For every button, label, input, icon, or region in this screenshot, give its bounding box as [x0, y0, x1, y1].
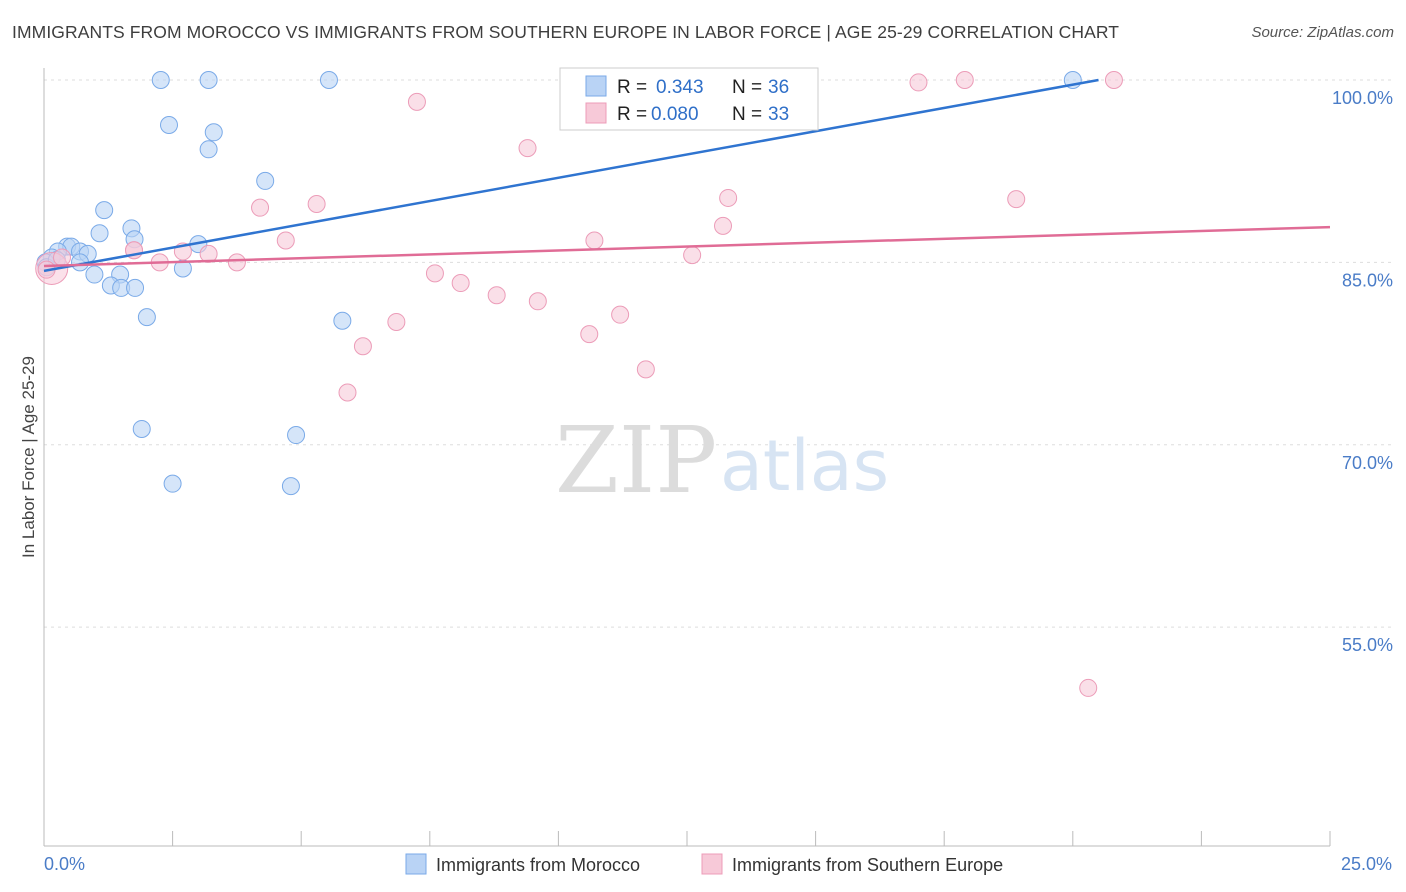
source-credit: Source: ZipAtlas.com — [1251, 24, 1394, 41]
legend-r-label-2: R = — [617, 104, 647, 125]
legend-swatch-morocco — [585, 75, 607, 97]
data-points — [35, 71, 1123, 697]
point-series1-3 — [955, 71, 974, 89]
x-tick-label-max: 25.0% — [1341, 854, 1392, 874]
point-series1-8 — [307, 195, 326, 214]
point-series0-27 — [126, 278, 145, 297]
point-series1-23 — [611, 305, 630, 324]
series-legend-swatch-morocco — [405, 853, 427, 875]
point-series1-6 — [719, 188, 738, 207]
point-series1-29 — [1079, 678, 1098, 697]
point-series1-11 — [276, 231, 295, 250]
gridlines — [44, 79, 1392, 628]
legend-r-value-1: 0.343 — [656, 77, 704, 98]
series-legend: Immigrants from Morocco Immigrants from … — [405, 853, 1003, 875]
point-series0-23 — [85, 265, 104, 284]
point-series0-0 — [151, 71, 170, 89]
series-legend-label-southern-europe: Immigrants from Southern Europe — [732, 855, 1003, 875]
y-tick-labels: 100.0% 85.0% 70.0% 55.0% — [1332, 88, 1393, 655]
legend-swatch-southern-europe — [585, 102, 607, 124]
y-tick-label-0: 100.0% — [1332, 88, 1393, 108]
point-series1-10 — [714, 216, 733, 235]
y-tick-label-3: 55.0% — [1342, 635, 1393, 655]
point-series1-15 — [199, 244, 218, 263]
point-series1-19 — [425, 264, 444, 283]
point-series1-27 — [636, 360, 655, 379]
x-tick-label-min: 0.0% — [44, 854, 85, 874]
legend-n-label-1: N = — [732, 77, 762, 98]
point-series1-12 — [585, 231, 604, 250]
trend-line-series1 — [43, 225, 1331, 268]
trend-lines — [43, 78, 1331, 273]
point-series1-25 — [580, 325, 599, 344]
series-legend-label-morocco: Immigrants from Morocco — [436, 855, 640, 875]
point-series0-5 — [159, 115, 178, 134]
point-series1-22 — [528, 292, 547, 311]
legend-n-value-1: 36 — [768, 77, 789, 98]
point-series0-31 — [287, 426, 306, 445]
point-series0-28 — [137, 308, 156, 327]
point-series0-11 — [90, 224, 109, 243]
point-series0-32 — [163, 474, 182, 493]
point-series1-28 — [338, 383, 357, 402]
y-tick-label-2: 70.0% — [1342, 453, 1393, 473]
chart-title: IMMIGRANTS FROM MOROCCO VS IMMIGRANTS FR… — [12, 22, 1120, 42]
series-legend-swatch-southern-europe — [701, 853, 723, 875]
point-series0-30 — [132, 419, 151, 438]
legend-r-label-1: R = — [617, 77, 647, 98]
point-series0-6 — [204, 123, 223, 142]
point-series0-1 — [199, 71, 218, 89]
point-series1-26 — [353, 337, 372, 356]
legend-n-label-2: N = — [732, 104, 762, 125]
x-axis-ticks — [172, 831, 1331, 846]
point-series1-18 — [227, 253, 246, 272]
point-series1-7 — [1007, 190, 1026, 209]
point-series1-4 — [1104, 71, 1123, 89]
point-series0-8 — [256, 171, 275, 190]
point-series0-33 — [281, 477, 300, 496]
point-series1-32 — [53, 248, 72, 267]
trend-line-series0 — [43, 78, 1099, 273]
watermark-zip: ZIP — [555, 407, 717, 514]
stats-legend: R = 0.343 N = 36 R = 0.080 N = 33 — [559, 67, 819, 131]
point-series0-29 — [333, 311, 352, 330]
point-series0-7 — [199, 140, 218, 159]
point-series1-21 — [487, 286, 506, 305]
point-series1-1 — [407, 92, 426, 111]
legend-r-value-2: 0.080 — [651, 104, 699, 125]
point-series1-24 — [387, 312, 406, 331]
point-series0-9 — [95, 201, 114, 220]
point-series1-16 — [683, 246, 702, 265]
watermark-atlas: atlas — [720, 425, 889, 507]
point-series1-9 — [251, 198, 270, 217]
y-tick-label-1: 85.0% — [1342, 270, 1393, 290]
y-axis-label: In Labor Force | Age 25-29 — [19, 356, 38, 558]
point-series1-5 — [518, 139, 537, 158]
point-series1-2 — [909, 73, 928, 92]
point-series1-20 — [451, 274, 470, 293]
point-series0-2 — [319, 71, 338, 89]
legend-n-value-2: 33 — [768, 104, 789, 125]
